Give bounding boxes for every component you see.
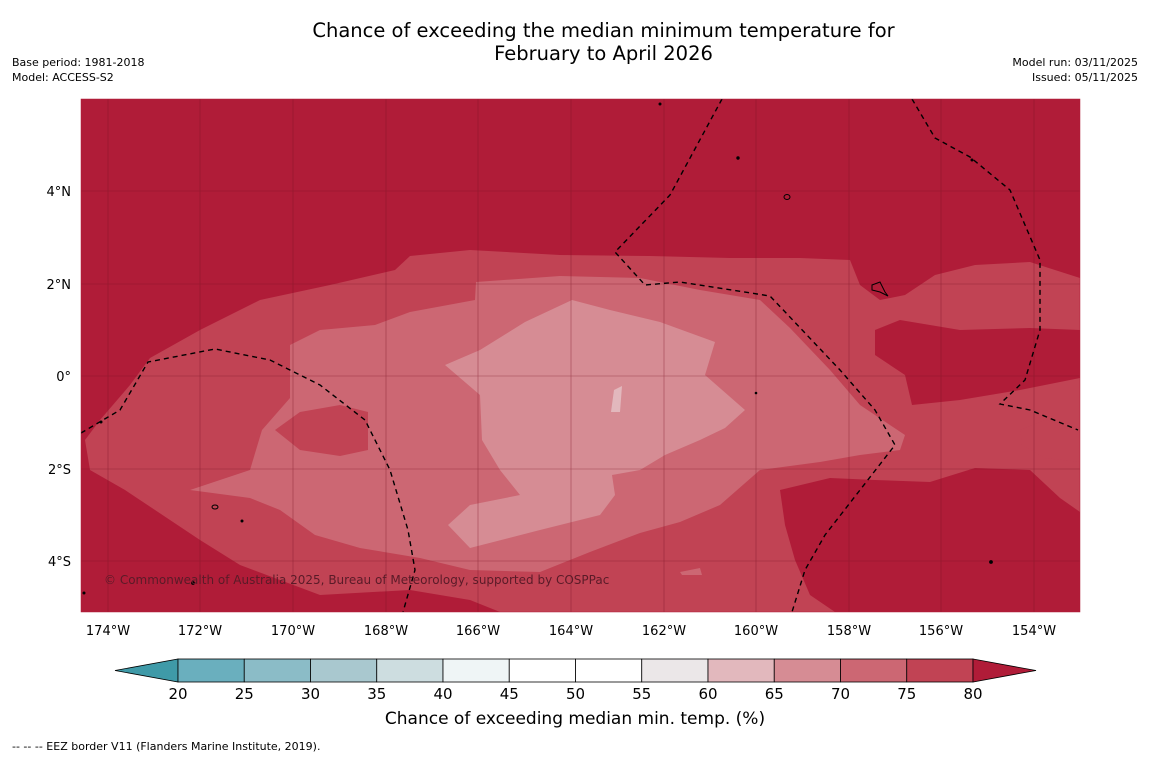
colorbar-tick-label: 50	[566, 685, 585, 703]
lat-tick-label: 0°	[56, 370, 71, 385]
lon-tick-label: 172°W	[178, 624, 222, 639]
colorbar-segment	[575, 658, 643, 683]
colorbar-segment	[310, 658, 378, 683]
colorbar-segment	[773, 658, 841, 683]
lon-tick-label: 164°W	[549, 624, 593, 639]
colorbar: 20 25 30 35 40 45 50 55 60 65 70 75 80	[114, 658, 1037, 703]
eez-footnote: -- -- -- EEZ border V11 (Flanders Marine…	[12, 740, 321, 753]
lon-tick-label: 156°W	[919, 624, 963, 639]
colorbar-segment	[840, 658, 908, 683]
lon-tick-label: 170°W	[271, 624, 315, 639]
map-frame	[80, 98, 1081, 613]
lon-tick-label: 162°W	[642, 624, 686, 639]
colorbar-extend-low	[114, 658, 179, 683]
base-period-label: Base period: 1981-2018	[12, 56, 145, 69]
lon-tick-label: 168°W	[364, 624, 408, 639]
band-70-75-spot	[680, 568, 702, 575]
colorbar-tick-label: 70	[831, 685, 850, 703]
colorbar-tick-label: 20	[168, 685, 187, 703]
colorbar-tick-label: 45	[500, 685, 519, 703]
map-title: Chance of exceeding the median minimum t…	[0, 19, 1150, 65]
lat-tick-label: 2°N	[47, 278, 72, 293]
title-line-1: Chance of exceeding the median minimum t…	[312, 19, 895, 42]
colorbar-tick-label: 30	[301, 685, 320, 703]
band-65-70	[445, 300, 745, 548]
band-75-80-pocket	[275, 405, 368, 456]
colorbar-segment	[376, 658, 444, 683]
islands	[82, 102, 993, 595]
copyright-notice: © Commonwealth of Australia 2025, Bureau…	[104, 573, 609, 587]
colorbar-segment	[177, 658, 245, 683]
colorbar-tick-label: 55	[632, 685, 651, 703]
lon-tick-label: 174°W	[86, 624, 130, 639]
band-60-65-spot	[611, 386, 622, 412]
colorbar-segment	[508, 658, 576, 683]
lat-axis: 4°N 2°N 0° 2°S 4°S	[47, 185, 72, 570]
colorbar-tick-label: 35	[367, 685, 386, 703]
lon-tick-label: 166°W	[456, 624, 500, 639]
title-line-2: February to April 2026	[494, 42, 713, 65]
colorbar-segment	[442, 658, 510, 683]
lon-axis: 174°W 172°W 170°W 168°W 166°W 164°W 162°…	[86, 624, 1056, 639]
colorbar-segment	[707, 658, 775, 683]
model-run-label: Model run: 03/11/2025	[1012, 56, 1138, 69]
lat-tick-label: 4°N	[47, 185, 72, 200]
band-75-80-east	[1020, 420, 1080, 462]
lat-tick-label: 2°S	[48, 463, 71, 478]
colorbar-tick-label: 25	[235, 685, 254, 703]
colorbar-tick-label: 65	[765, 685, 784, 703]
colorbar-tick-label: 80	[963, 685, 982, 703]
lon-tick-label: 160°W	[734, 624, 778, 639]
meta-right: Model run: 03/11/2025 Issued: 05/11/2025	[1012, 55, 1138, 85]
lat-tick-label: 4°S	[48, 555, 71, 570]
meta-left: Base period: 1981-2018 Model: ACCESS-S2	[12, 55, 144, 85]
colorbar-extend-high	[972, 658, 1037, 683]
colorbar-tick-label: 40	[433, 685, 452, 703]
colorbar-tick-label: 75	[897, 685, 916, 703]
lon-tick-label: 158°W	[827, 624, 871, 639]
issued-label: Issued: 05/11/2025	[1031, 71, 1138, 84]
probability-field	[81, 99, 1080, 612]
lon-tick-label: 154°W	[1012, 624, 1056, 639]
colorbar-segment	[243, 658, 311, 683]
graticule	[81, 99, 1080, 612]
colorbar-title: Chance of exceeding median min. temp. (%…	[384, 709, 766, 729]
colorbar-tick-label: 60	[698, 685, 717, 703]
eez-borders	[81, 99, 1079, 612]
colorbar-segment	[641, 658, 709, 683]
colorbar-segment	[906, 658, 974, 683]
model-label: Model: ACCESS-S2	[12, 71, 114, 84]
